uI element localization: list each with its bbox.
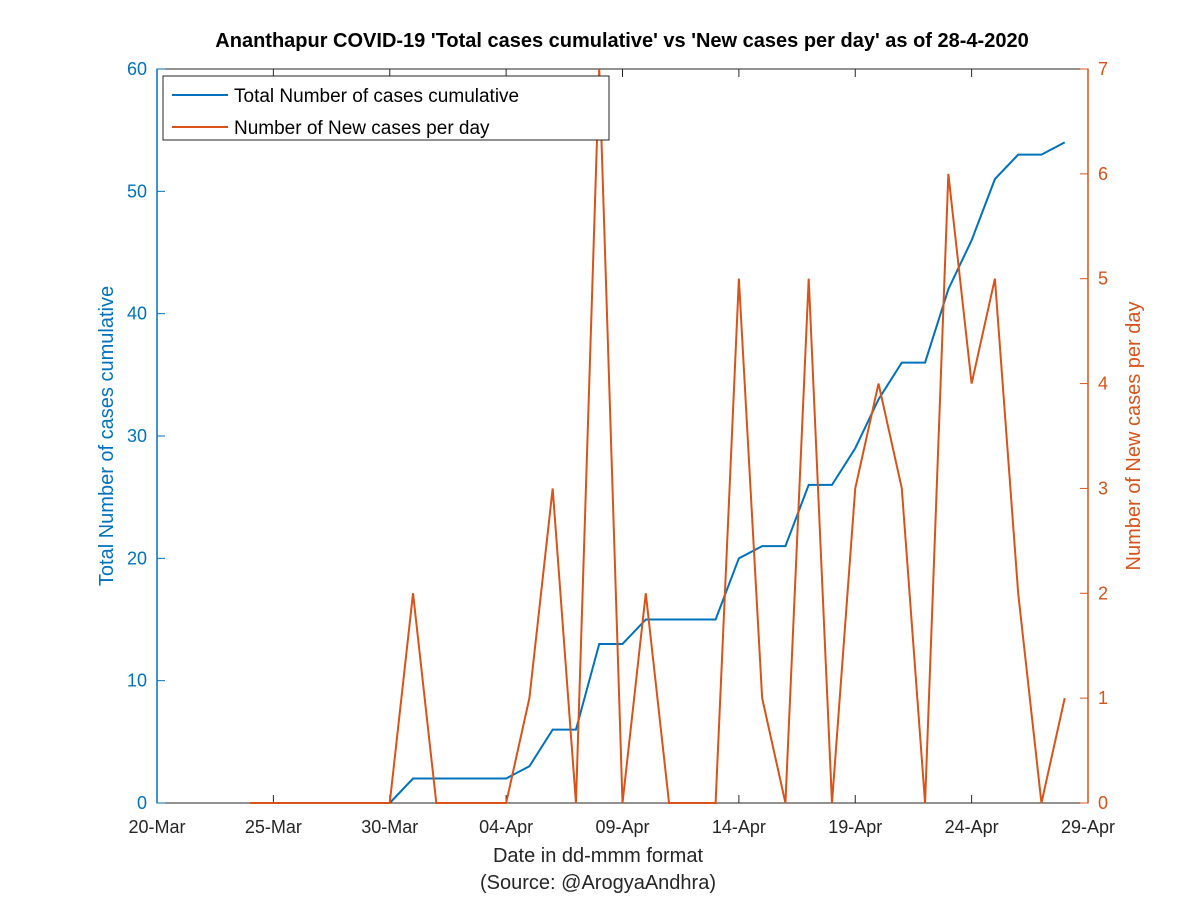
y-left-tick-label: 0 xyxy=(137,793,147,813)
x-tick-label: 09-Apr xyxy=(595,817,649,837)
x-tick-label: 20-Mar xyxy=(128,817,185,837)
y-axis-left: 0 10 20 30 40 50 60 xyxy=(127,59,165,813)
y-left-tick-label: 60 xyxy=(127,59,147,79)
legend-entry-cumulative: Total Number of cases cumulative xyxy=(234,86,519,107)
y-axis-right-label: Number of New cases per day xyxy=(1123,301,1145,570)
x-tick-label: 24-Apr xyxy=(945,817,999,837)
legend-box xyxy=(162,75,610,141)
y-right-tick-label: 6 xyxy=(1098,164,1108,184)
x-tick-label: 14-Apr xyxy=(712,817,766,837)
series-line-new-cases xyxy=(250,68,1066,804)
y-right-tick-label: 3 xyxy=(1098,478,1108,498)
y-left-tick-label: 20 xyxy=(127,548,147,568)
y-left-tick-label: 40 xyxy=(127,304,147,324)
x-axis-label: Date in dd-mmm format xyxy=(493,845,703,867)
plot-frame xyxy=(156,68,1089,804)
y-left-tick-label: 50 xyxy=(127,181,147,201)
chart-title: Ananthapur COVID-19 'Total cases cumulat… xyxy=(215,30,1028,52)
series-line-cumulative xyxy=(389,141,1066,804)
x-tick-label: 29-Apr xyxy=(1061,817,1115,837)
plot-area xyxy=(156,68,1089,804)
series-layer xyxy=(250,68,1066,804)
legend-entry-new-cases: Number of New cases per day xyxy=(234,118,490,139)
y-left-tick-label: 30 xyxy=(127,426,147,446)
y-right-tick-label: 4 xyxy=(1098,374,1108,394)
y-left-tick-label: 10 xyxy=(127,671,147,691)
y-right-tick-label: 1 xyxy=(1098,688,1108,708)
x-axis: 20-Mar 25-Mar 30-Mar 04-Apr 09-Apr 14-Apr 19-A… xyxy=(128,69,1115,837)
y-right-tick-label: 7 xyxy=(1098,59,1108,79)
x-tick-label: 04-Apr xyxy=(479,817,533,837)
x-tick-label: 19-Apr xyxy=(828,817,882,837)
legend: Total Number of cases cumulative Number … xyxy=(162,75,610,141)
x-tick-label: 25-Mar xyxy=(245,817,302,837)
y-right-tick-label: 5 xyxy=(1098,269,1108,289)
y-right-tick-label: 2 xyxy=(1098,583,1108,603)
y-axis-left-label: Total Number of cases cumulative xyxy=(96,286,118,586)
source-note: (Source: @ArogyaAndhra) xyxy=(480,872,716,894)
x-tick-label: 30-Mar xyxy=(361,817,418,837)
y-axis-right: 0 1 2 3 4 5 6 7 xyxy=(1080,59,1108,813)
y-right-tick-label: 0 xyxy=(1098,793,1108,813)
